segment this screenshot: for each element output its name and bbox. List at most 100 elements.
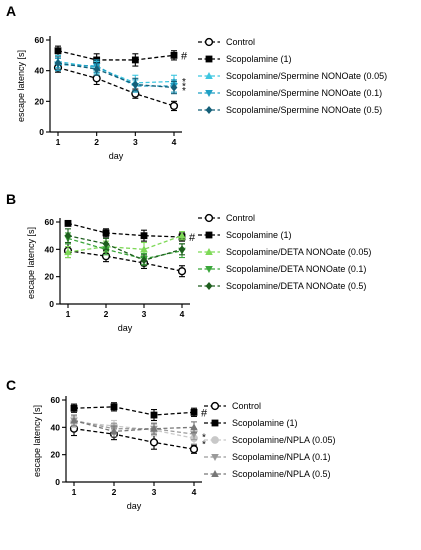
y-tick-label: 0 [55, 477, 60, 487]
legend-label: Scopolamine/Spermine NONOate (0.1) [226, 88, 382, 98]
panel-letter: A [6, 3, 16, 19]
x-tick-label: 2 [94, 137, 99, 147]
series-0 [69, 421, 199, 454]
x-tick-label: 4 [180, 309, 185, 319]
data-point [64, 219, 72, 227]
data-point [54, 59, 62, 67]
panel-a: A 0 20 40 60 1 2 3 4 day escape latency [s] # *** Con… [6, 3, 387, 161]
series-4 [64, 228, 186, 267]
significance-hash: # [189, 232, 196, 244]
legend-marker [205, 90, 213, 97]
x-tick-label: 1 [56, 137, 61, 147]
x-tick-label: 1 [72, 487, 77, 497]
data-point [190, 423, 198, 431]
significance-star: * [182, 77, 186, 88]
data-point [170, 83, 178, 92]
series-line [67, 235, 183, 261]
series-1 [64, 219, 186, 242]
y-axis-label: escape latency [s] [16, 50, 26, 122]
data-point [64, 248, 72, 256]
y-tick-label: 40 [45, 244, 55, 254]
series-line [57, 62, 175, 89]
legend-marker [205, 231, 213, 239]
y-tick-label: 0 [49, 299, 54, 309]
legend-label: Scopolamine/NPLA (0.05) [232, 435, 336, 445]
data-point [102, 229, 110, 237]
y-tick-label: 0 [39, 127, 44, 137]
x-tick-label: 2 [104, 309, 109, 319]
legend-label: Scopolamine/DETA NONOate (0.1) [226, 264, 366, 274]
legend-marker [211, 436, 219, 444]
y-tick-label: 20 [35, 96, 45, 106]
x-tick-label: 4 [192, 487, 197, 497]
data-point [110, 427, 118, 435]
significance-star: * [182, 86, 186, 97]
legend-label: Scopolamine (1) [226, 54, 292, 64]
legend-label: Scopolamine/NPLA (0.5) [232, 469, 331, 479]
series-line [73, 419, 195, 435]
legend: Control Scopolamine (1) Scopolamine/Spermi… [198, 37, 387, 115]
legend-marker [210, 401, 220, 411]
series-line [73, 419, 195, 433]
significance-hash: # [201, 407, 208, 419]
panel-letter: B [6, 191, 16, 207]
x-tick-label: 3 [142, 309, 147, 319]
data-point [140, 245, 148, 253]
significance-star: * [182, 81, 186, 92]
legend-label: Scopolamine/Spermine NONOate (0.5) [226, 105, 382, 115]
legend-label: Control [226, 37, 255, 47]
y-tick-label: 20 [45, 272, 55, 282]
series-line [73, 421, 195, 439]
legend-marker [205, 55, 213, 63]
x-tick-label: 2 [112, 487, 117, 497]
legend-marker [204, 213, 214, 223]
legend-marker [211, 470, 219, 477]
data-point [150, 424, 158, 432]
y-axis-label: escape latency [s] [26, 227, 36, 299]
legend-marker [204, 37, 214, 47]
data-point [131, 56, 139, 64]
x-tick-label: 4 [172, 137, 177, 147]
series-4 [54, 56, 178, 95]
legend-marker [205, 282, 213, 290]
data-point [102, 239, 110, 248]
data-point [70, 416, 78, 424]
data-point [64, 231, 72, 240]
series-1 [70, 402, 198, 422]
legend-label: Scopolamine (1) [232, 418, 298, 428]
y-tick-label: 60 [51, 395, 61, 405]
legend-marker [211, 419, 219, 427]
data-point [189, 445, 199, 454]
legend-marker [205, 106, 213, 114]
x-axis-label: day [127, 501, 142, 511]
significance-hash: # [181, 50, 188, 62]
series-line [57, 66, 175, 107]
legend-label: Scopolamine/NPLA (0.1) [232, 452, 331, 462]
data-point [169, 101, 179, 111]
data-point [177, 267, 187, 276]
series-line [73, 406, 195, 416]
legend: Control Scopolamine (1) Scopolamine/NPLA (… [204, 401, 336, 479]
legend-marker [205, 72, 213, 79]
legend-label: Scopolamine/DETA NONOate (0.05) [226, 247, 371, 257]
significance-star: * [202, 439, 206, 450]
data-point [140, 256, 148, 265]
legend-label: Control [232, 401, 261, 411]
series-4 [70, 414, 198, 438]
series-line [73, 428, 195, 450]
series-0 [63, 243, 187, 278]
legend-marker [205, 266, 213, 273]
series-line [57, 63, 174, 87]
series-1 [54, 45, 178, 67]
legend-marker [205, 248, 213, 255]
y-tick-label: 40 [51, 422, 61, 432]
data-point [170, 51, 178, 59]
series-line [67, 222, 183, 238]
x-tick-label: 1 [66, 309, 71, 319]
x-axis-label: day [118, 323, 133, 333]
data-point [140, 232, 148, 240]
legend-label: Scopolamine (1) [226, 230, 292, 240]
